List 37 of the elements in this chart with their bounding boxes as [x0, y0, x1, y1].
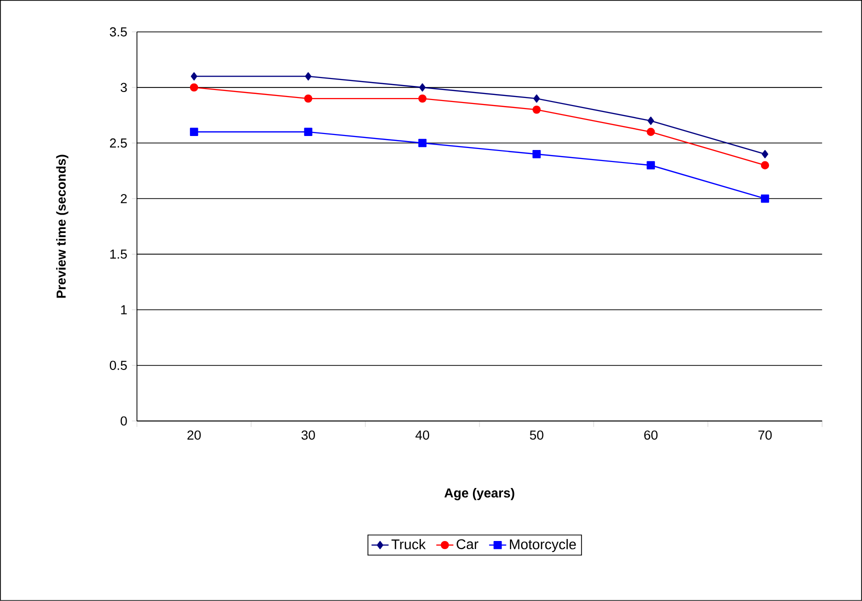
y-tick-label: 0: [120, 416, 127, 426]
y-tick-label: 1.5: [110, 250, 127, 259]
x-tick-label: 20: [187, 430, 201, 440]
point: [533, 94, 540, 103]
y-tick-label: 2.5: [110, 138, 127, 148]
point: [304, 128, 312, 136]
point: [305, 72, 312, 80]
point: [304, 94, 312, 103]
point: [190, 83, 198, 92]
y-tick-label: 2: [120, 194, 127, 204]
x-tick-label: 70: [758, 430, 772, 440]
x-tick-label: 30: [301, 430, 315, 440]
point: [418, 94, 427, 103]
point: [760, 194, 770, 203]
y-axis-title: Preview time (seconds): [56, 154, 68, 298]
point: [419, 83, 426, 92]
legend-label: Truck: [392, 539, 426, 550]
y-tick-label: 0.5: [110, 360, 127, 370]
y-tick-label: 3.5: [110, 27, 127, 36]
point: [648, 116, 654, 125]
x-tick-label: 50: [530, 430, 544, 440]
y-tick-label: 1: [121, 305, 127, 314]
point: [646, 128, 655, 136]
point: [532, 150, 541, 158]
point: [646, 161, 655, 170]
point: [190, 72, 198, 80]
point: [190, 128, 198, 136]
point: [418, 138, 427, 148]
x-tick-label: 60: [644, 430, 658, 440]
x-tick-label: 40: [415, 430, 430, 440]
y-tick-label: 3: [120, 82, 127, 92]
point: [760, 161, 770, 170]
legend-label: Car: [456, 539, 478, 550]
x-axis-title: Age (years): [444, 488, 514, 500]
legend-label: Motorcycle: [510, 539, 576, 552]
point: [532, 106, 541, 114]
point: [762, 150, 768, 158]
